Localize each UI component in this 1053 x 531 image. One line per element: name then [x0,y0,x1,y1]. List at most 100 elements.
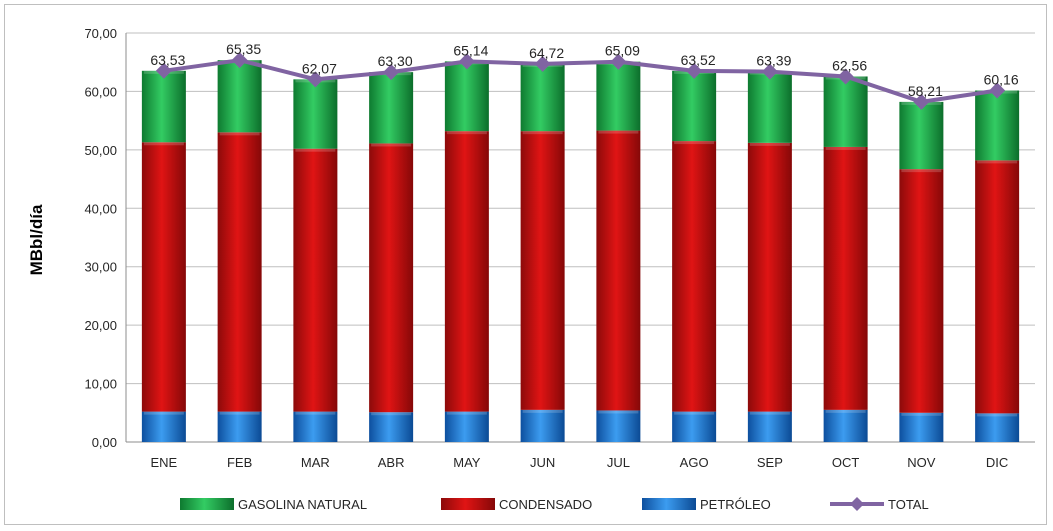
x-tick-label: ABR [378,455,405,470]
x-tick-label: JUN [530,455,555,470]
bar-segment-condensado-sep [747,142,792,412]
bar-bevel [143,411,184,415]
total-series-line [163,58,998,104]
total-marker-dic [989,82,1006,99]
bar-segment-condensado-ene [141,142,186,412]
bar-bevel [749,411,790,415]
y-tick-label: 30,00 [84,260,117,275]
bar-segment-condensado-abr [369,143,414,413]
bar-bevel [977,413,1018,417]
bar-segment-gasolina-natural-may [444,61,489,132]
bar-bevel [219,132,260,136]
bar-segment-condensado-may [444,131,489,412]
bar-bevel [977,160,1018,164]
total-data-label: 64,72 [529,45,564,61]
bar-segment-condensado-nov [899,169,944,413]
x-tick-label: MAR [301,455,330,470]
total-data-label: 63,30 [378,53,413,69]
total-marker-ene [155,62,172,79]
x-tick-label: MAY [453,455,481,470]
bar-segment-gasolina-natural-ene [141,70,186,143]
x-tick-label: FEB [227,455,252,470]
bar-segment-gasolina-natural-feb [217,60,262,133]
bar-segment-condensado-mar [293,148,338,412]
x-tick-label: JUL [607,455,630,470]
total-data-label: 62,07 [302,60,337,76]
bar-segment-gasolina-natural-dic [975,90,1020,161]
bar-bevel [219,411,260,415]
bar-segment-petr-leo-oct [823,409,868,442]
total-marker-feb [231,52,248,69]
total-data-label: 65,14 [453,42,488,58]
total-data-label: 63,53 [150,52,185,68]
bar-segment-gasolina-natural-ago [672,70,717,142]
bar-bevel [901,169,942,173]
legend-swatch [441,498,495,510]
legend-label: TOTAL [888,497,929,512]
legend-label: PETRÓLEO [700,497,771,512]
bar-bevel [749,142,790,146]
legend-label: CONDENSADO [499,497,592,512]
bar-bevel [446,131,487,135]
bar-segment-petr-leo-mar [293,411,338,442]
total-data-label: 63,52 [681,52,716,68]
bar-segment-condensado-jul [596,130,641,411]
bar-segment-petr-leo-jul [596,410,641,442]
legend-swatch [180,498,234,510]
bar-segment-gasolina-natural-jun [520,63,565,132]
gridlines [125,32,1035,443]
y-tick-label: 60,00 [84,84,117,99]
bar-bevel [522,131,563,135]
bar-segment-gasolina-natural-sep [747,71,792,143]
legend: GASOLINA NATURAL CONDENSADO PETRÓLEO TOTAL [180,497,929,512]
bar-segment-gasolina-natural-mar [293,79,338,149]
total-data-label: 62,56 [832,57,867,73]
bar-segment-gasolina-natural-oct [823,76,868,147]
bar-segment-petr-leo-ago [672,411,717,442]
total-data-labels: 63,53 65,35 62,07 63,30 65,14 64,72 65,09 63,52… [150,41,1018,99]
bar-segment-condensado-ago [672,141,717,412]
total-marker-jun [534,55,551,72]
bar-segment-petr-leo-jun [520,409,565,442]
x-tick-label: OCT [832,455,860,470]
bar-segment-petr-leo-abr [369,412,414,442]
total-marker-nov [913,93,930,110]
y-tick-label: 20,00 [84,318,117,333]
legend-swatch [642,498,696,510]
bar-bevel [825,409,866,413]
y-tick-label: 10,00 [84,377,117,392]
x-tick-label: SEP [757,455,783,470]
bar-segment-petr-leo-dic [975,413,1020,442]
x-tick-label: AGO [680,455,709,470]
legend-label: GASOLINA NATURAL [238,497,367,512]
total-marker-abr [383,64,400,81]
bar-bevel [295,411,336,415]
bar-segment-gasolina-natural-abr [369,72,414,144]
bar-segment-petr-leo-nov [899,412,944,442]
total-marker-oct [837,68,854,85]
bar-segment-petr-leo-ene [141,411,186,442]
bar-bevel [825,146,866,150]
total-data-label: 60,16 [984,71,1019,87]
y-tick-label: 0,00 [92,435,117,450]
bar-segment-petr-leo-may [444,411,489,442]
bar-bevel [446,411,487,415]
x-tick-label: DIC [986,455,1008,470]
total-marker-ago [686,62,703,79]
bar-segment-gasolina-natural-jul [596,61,641,131]
bar-bevel [371,143,412,147]
total-marker-may [458,53,475,70]
bars [141,60,1020,442]
x-tick-labels: ENE FEB MAR ABR MAY JUN JUL AGO SEP OCT NOV DIC [151,455,1009,470]
total-marker-jul [610,53,627,70]
y-tick-label: 70,00 [84,26,117,41]
bar-segment-condensado-feb [217,132,262,412]
bar-segment-petr-leo-sep [747,411,792,442]
total-line [155,52,1006,110]
total-data-label: 58,21 [908,83,943,99]
bar-bevel [522,409,563,413]
total-data-label: 63,39 [756,53,791,69]
total-data-label: 65,09 [605,43,640,59]
total-marker-sep [761,63,778,80]
